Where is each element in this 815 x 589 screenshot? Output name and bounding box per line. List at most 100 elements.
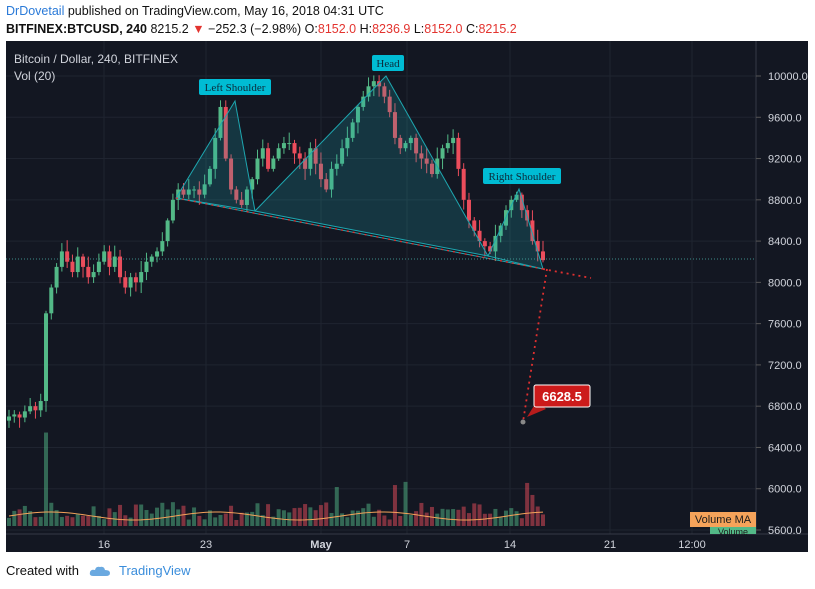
volume-bar bbox=[276, 509, 281, 526]
change: −252.3 (−2.98%) bbox=[208, 22, 302, 36]
candle-body bbox=[313, 148, 318, 164]
volume-bar bbox=[403, 481, 408, 526]
symbol: BITFINEX:BTCUSD, 240 bbox=[6, 22, 147, 36]
candle-body bbox=[287, 143, 292, 145]
candle-body bbox=[81, 256, 86, 267]
candle-body bbox=[445, 143, 450, 149]
high-value: 8236.9 bbox=[372, 22, 411, 36]
last-price: 8215.2 bbox=[150, 22, 189, 36]
candle-body bbox=[149, 256, 154, 262]
y-tick-label: 6800.0 bbox=[768, 401, 802, 413]
volume-bar bbox=[223, 513, 228, 526]
volume-bar bbox=[292, 508, 297, 526]
candle-body bbox=[318, 163, 323, 180]
head-and-shoulders-pattern bbox=[175, 75, 592, 425]
candle-body bbox=[70, 261, 75, 273]
volume-bar bbox=[324, 502, 329, 526]
candle-body bbox=[96, 261, 101, 273]
candle-body bbox=[197, 189, 202, 195]
x-tick-label: 21 bbox=[604, 539, 616, 551]
chart-header: DrDovetail published on TradingView.com,… bbox=[6, 2, 517, 38]
target-price-callout: 6628.5 bbox=[527, 384, 591, 417]
candle-body bbox=[107, 251, 112, 267]
volume-bar bbox=[244, 512, 249, 526]
candle-body bbox=[519, 194, 524, 211]
volume-bar bbox=[239, 512, 244, 526]
svg-text:Volume: Volume bbox=[718, 527, 748, 537]
candle-body bbox=[424, 158, 429, 164]
y-tick-label: 10000.0 bbox=[768, 71, 808, 83]
y-tick-label: 8800.0 bbox=[768, 195, 802, 207]
svg-text:6628.5: 6628.5 bbox=[542, 389, 582, 404]
candle-body bbox=[361, 96, 366, 107]
volume-bar bbox=[28, 511, 33, 526]
candle-body bbox=[429, 163, 434, 175]
volume-bar bbox=[350, 510, 355, 526]
volume-bar bbox=[207, 510, 212, 526]
candle-body bbox=[186, 189, 191, 195]
candle-body bbox=[461, 168, 466, 200]
candle-body bbox=[340, 148, 345, 164]
candle-body bbox=[33, 406, 38, 411]
volume-bar bbox=[181, 505, 186, 526]
candle-body bbox=[44, 313, 49, 402]
volume-bar bbox=[509, 508, 514, 526]
price-chart[interactable]: Left Shoulder Head Right Shoulder 6628.5… bbox=[6, 41, 808, 552]
volume-bar bbox=[170, 502, 175, 526]
x-tick-label: 12:00 bbox=[678, 539, 706, 551]
volume-bar bbox=[197, 515, 202, 526]
volume-bar bbox=[535, 506, 540, 526]
author-link[interactable]: DrDovetail bbox=[6, 4, 65, 18]
head-label: Head bbox=[372, 55, 404, 71]
candle-body bbox=[49, 287, 54, 314]
candle-body bbox=[160, 241, 165, 252]
candle-body bbox=[472, 220, 477, 231]
volume-bar bbox=[192, 507, 197, 526]
volume-bar bbox=[118, 504, 123, 526]
volume-bar bbox=[250, 511, 255, 526]
volume-bar bbox=[297, 507, 302, 526]
candle-body bbox=[541, 251, 545, 261]
candle-body bbox=[382, 86, 387, 97]
volume-bar bbox=[33, 517, 38, 526]
candle-body bbox=[202, 184, 207, 195]
candle-body bbox=[12, 414, 17, 417]
volume-bar bbox=[514, 511, 519, 526]
candle-body bbox=[59, 251, 64, 267]
volume-bar bbox=[414, 511, 419, 526]
time-axis[interactable]: 16 23 May 7 14 21 12:00 bbox=[98, 539, 706, 551]
x-tick-label: 14 bbox=[504, 539, 516, 551]
candle-body bbox=[133, 277, 138, 283]
volume-bar bbox=[318, 505, 323, 526]
volume-bar bbox=[59, 516, 64, 526]
candle-body bbox=[144, 261, 149, 273]
volume-bar bbox=[445, 509, 450, 526]
volume-bar bbox=[38, 516, 43, 526]
candle-body bbox=[392, 112, 397, 138]
candle-body bbox=[324, 179, 329, 190]
volume-bar bbox=[271, 516, 276, 526]
candle-body bbox=[482, 241, 487, 247]
volume-bar bbox=[260, 515, 265, 526]
volume-bar bbox=[75, 513, 80, 526]
right-shoulder-label: Right Shoulder bbox=[483, 168, 561, 184]
y-tick-label: 8400.0 bbox=[768, 236, 802, 248]
candle-body bbox=[244, 189, 249, 205]
volume-bars bbox=[7, 432, 545, 526]
y-tick-label: 6400.0 bbox=[768, 442, 802, 454]
close-value: 8215.2 bbox=[478, 22, 517, 36]
x-tick-label: May bbox=[310, 539, 332, 551]
candle-body bbox=[451, 137, 456, 144]
volume-bar bbox=[266, 504, 271, 526]
candle-body bbox=[260, 148, 265, 159]
candle-body bbox=[75, 256, 80, 273]
volume-bar bbox=[96, 515, 101, 526]
candle-body bbox=[276, 148, 281, 159]
y-tick-label: 5600.0 bbox=[768, 525, 802, 537]
tradingview-link[interactable]: TradingView bbox=[118, 563, 191, 578]
candle-body bbox=[102, 251, 107, 262]
volume-bar bbox=[70, 517, 75, 526]
volume-bar bbox=[424, 512, 429, 526]
price-axis[interactable]: 10000.0 9600.0 9200.0 8800.0 8400.0 8000.0 760… bbox=[756, 71, 808, 537]
candle-body bbox=[334, 163, 339, 169]
